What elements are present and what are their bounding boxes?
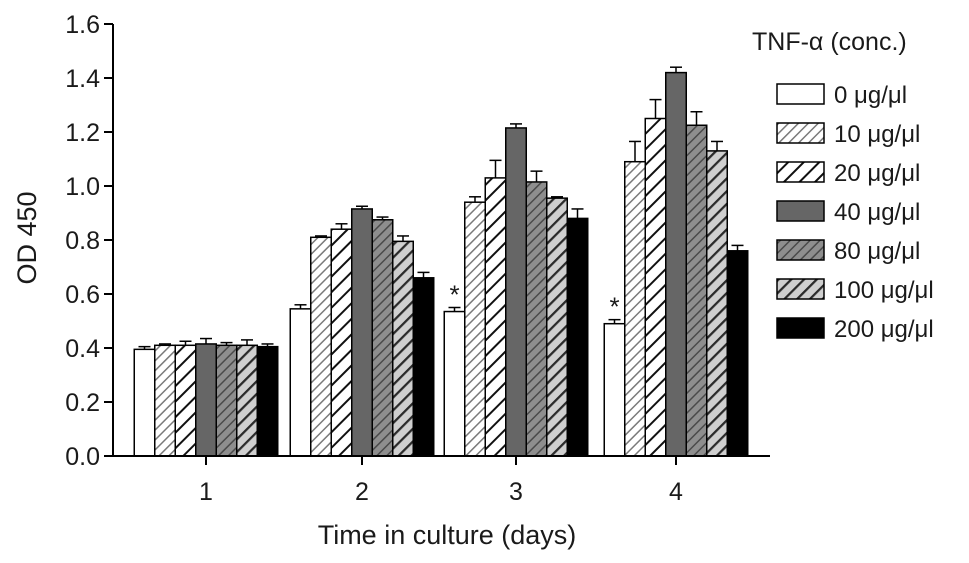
- y-tick-label: 1.4: [65, 65, 100, 93]
- bar: [330, 228, 353, 457]
- legend-label: 20 μg/μl: [834, 160, 920, 187]
- x-tick-label: 2: [355, 478, 369, 506]
- x-axis: 1 2 3 4: [113, 455, 770, 506]
- y-tick-label: 0.2: [65, 389, 100, 417]
- bar: [546, 197, 568, 457]
- legend-swatch: [776, 83, 825, 105]
- y-tick-label: 0.4: [65, 335, 100, 363]
- bar: [484, 177, 507, 457]
- bar: [412, 277, 435, 457]
- y-axis-title: OD 450: [12, 191, 42, 284]
- bar: [174, 344, 197, 457]
- x-tick-label: 4: [669, 478, 683, 506]
- bar: [289, 308, 312, 457]
- x-tick-label: 3: [509, 478, 523, 506]
- legend-swatch: [776, 122, 825, 144]
- legend-label: 80 μg/μl: [834, 238, 920, 265]
- legend-item: 10 μg/μl: [776, 121, 920, 148]
- legend-label: 200 μg/μl: [834, 316, 934, 343]
- bar: [236, 344, 258, 457]
- y-tick-label: 0.8: [65, 227, 100, 255]
- bar: [624, 160, 646, 457]
- legend-label: 40 μg/μl: [834, 199, 920, 226]
- y-tick-label: 0.0: [65, 443, 100, 471]
- bar: [256, 345, 279, 457]
- bar: [685, 124, 708, 457]
- bar: [665, 71, 687, 457]
- legend-swatch: [776, 278, 825, 300]
- legend-item: 80 μg/μl: [776, 238, 920, 265]
- bar: [566, 217, 589, 457]
- legend-swatch: [776, 161, 825, 183]
- y-tick-label: 1.6: [65, 11, 100, 39]
- legend-item: 40 μg/μl: [776, 199, 920, 226]
- bar: [706, 150, 728, 457]
- bar: [133, 348, 156, 457]
- y-tick-label: 0.6: [65, 281, 100, 309]
- bar: [351, 208, 373, 457]
- bar: [154, 344, 176, 457]
- bar: [215, 344, 238, 457]
- legend-swatch: [776, 317, 825, 339]
- bar: [726, 250, 749, 457]
- legend-item: 0 μg/μl: [776, 82, 907, 109]
- bar: [392, 240, 414, 457]
- legend-label: 100 μg/μl: [834, 277, 934, 304]
- legend-swatch: [776, 239, 825, 261]
- plot-area: * *: [133, 66, 749, 457]
- x-tick-label: 1: [199, 478, 213, 506]
- y-axis: 0.0 0.2 0.4 0.6 0.8 1.0 1.2 1.4 1.6: [65, 11, 114, 471]
- legend-label: 0 μg/μl: [834, 82, 907, 109]
- legend-item: 200 μg/μl: [776, 316, 934, 343]
- legend-item: 100 μg/μl: [776, 277, 934, 304]
- legend: TNF-α (conc.) 0 μg/μl 10 μg/μl 20 μg/μl 40 …: [752, 28, 934, 343]
- x-axis-title: Time in culture (days): [318, 520, 577, 550]
- bar: [603, 322, 626, 457]
- bar: [371, 219, 394, 457]
- bar: [443, 310, 466, 457]
- bar: [310, 236, 332, 457]
- y-tick-label: 1.2: [65, 119, 100, 147]
- significance-marker: *: [449, 280, 459, 310]
- legend-label: 10 μg/μl: [834, 121, 920, 148]
- y-tick-label: 1.0: [65, 173, 100, 201]
- bar: [464, 201, 486, 457]
- significance-marker: *: [609, 292, 619, 322]
- legend-swatch: [776, 200, 825, 222]
- bar: [505, 127, 527, 457]
- bar: [525, 181, 548, 457]
- bar: [644, 117, 667, 457]
- legend-title: TNF-α (conc.): [752, 28, 907, 56]
- bar: [195, 343, 217, 457]
- legend-item: 20 μg/μl: [776, 160, 920, 187]
